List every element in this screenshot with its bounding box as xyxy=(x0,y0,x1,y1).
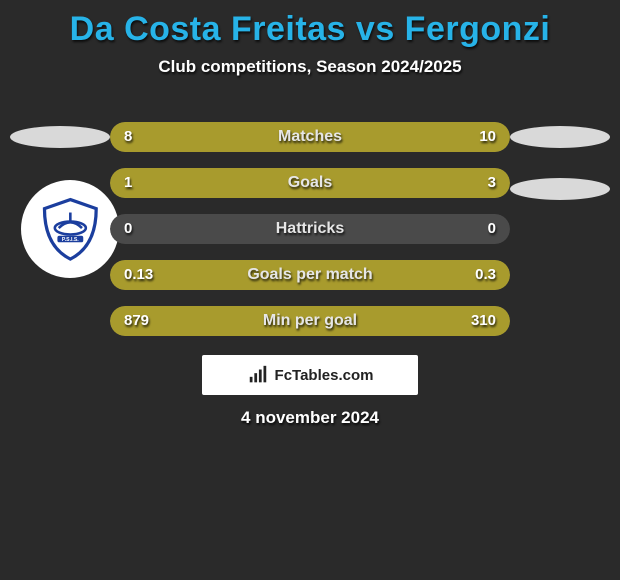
stat-row-right-value: 0.3 xyxy=(475,260,496,290)
stat-row-label: Min per goal xyxy=(110,306,510,336)
stat-rows: Matches8 10 Goals1 3 Hattricks0 0 Goals per ma… xyxy=(110,122,510,352)
stat-row-label: Hattricks xyxy=(110,214,510,244)
svg-text:P.S.I.S.: P.S.I.S. xyxy=(62,237,79,243)
stat-row: Min per goal879 310 xyxy=(110,306,510,336)
stat-row-left-value: 0 xyxy=(124,214,132,244)
stat-row-left-value: 879 xyxy=(124,306,149,336)
stat-row-label: Goals per match xyxy=(110,260,510,290)
infographic-date: 4 november 2024 xyxy=(0,408,620,428)
stat-row-label: Matches xyxy=(110,122,510,152)
shield-icon: P.S.I.S. xyxy=(38,197,103,262)
player-left-club-crest: P.S.I.S. xyxy=(21,180,119,278)
stat-row: Goals per match0.13 0.3 xyxy=(110,260,510,290)
stat-row: Hattricks0 0 xyxy=(110,214,510,244)
stat-row: Goals1 3 xyxy=(110,168,510,198)
stat-row-right-value: 10 xyxy=(479,122,496,152)
player-right-club-placeholder xyxy=(510,178,610,200)
bar-chart-icon xyxy=(247,364,269,386)
stat-row-right-value: 0 xyxy=(488,214,496,244)
page-title: Da Costa Freitas vs Fergonzi xyxy=(0,0,620,49)
stat-row-right-value: 310 xyxy=(471,306,496,336)
stat-row-left-value: 1 xyxy=(124,168,132,198)
player-right-avatar-placeholder xyxy=(510,126,610,148)
comparison-infographic: Da Costa Freitas vs Fergonzi Club compet… xyxy=(0,0,620,580)
player-left-avatar-placeholder xyxy=(10,126,110,148)
branding-text: FcTables.com xyxy=(275,367,374,384)
branding-badge: FcTables.com xyxy=(202,355,418,395)
stat-row-label: Goals xyxy=(110,168,510,198)
stat-row-right-value: 3 xyxy=(488,168,496,198)
stat-row: Matches8 10 xyxy=(110,122,510,152)
page-subtitle: Club competitions, Season 2024/2025 xyxy=(0,57,620,77)
stat-row-left-value: 0.13 xyxy=(124,260,153,290)
stat-row-left-value: 8 xyxy=(124,122,132,152)
